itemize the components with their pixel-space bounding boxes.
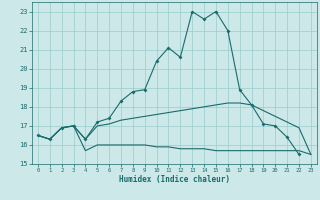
X-axis label: Humidex (Indice chaleur): Humidex (Indice chaleur): [119, 175, 230, 184]
